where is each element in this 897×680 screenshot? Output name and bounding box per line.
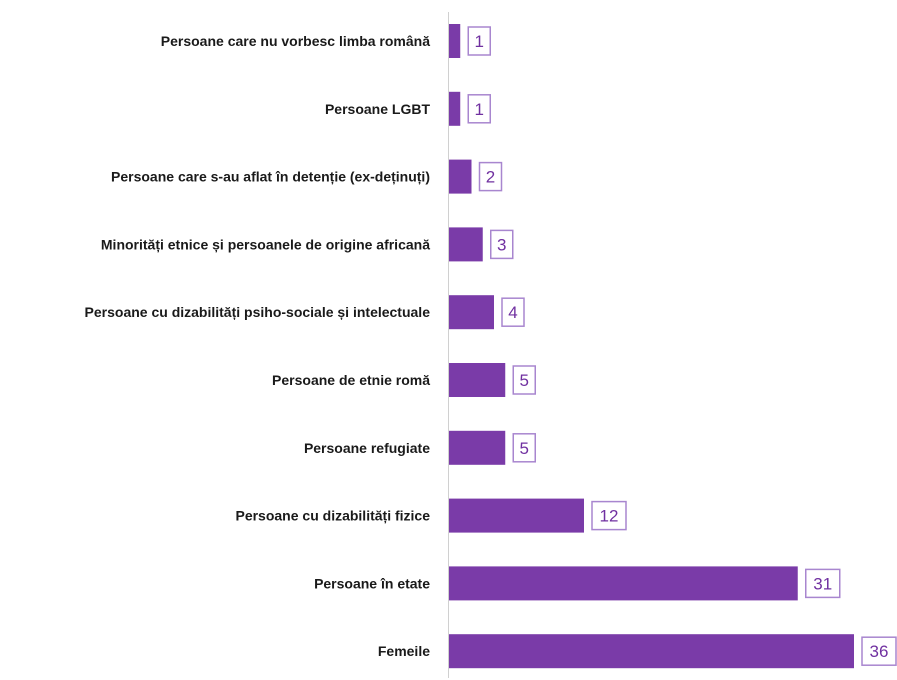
category-label: Persoane de etnie romă — [272, 372, 430, 388]
data-label-box — [490, 229, 514, 260]
bar — [449, 295, 494, 330]
data-label: 31 — [813, 574, 832, 593]
category-label: Persoane LGBT — [325, 101, 430, 117]
data-label: 36 — [870, 642, 889, 661]
data-label-box — [591, 500, 627, 531]
bar — [449, 159, 472, 194]
data-label: 2 — [486, 168, 495, 187]
bar — [449, 24, 461, 58]
data-label: 3 — [497, 235, 506, 254]
bar — [449, 566, 798, 601]
bar-group: Persoane care nu vorbesc limba română 1 Pe… — [85, 24, 897, 669]
data-label-box — [467, 26, 491, 56]
category-label: Persoane care nu vorbesc limba română — [161, 33, 430, 49]
category-label: Persoane cu dizabilități psiho-sociale ș… — [85, 304, 431, 320]
bar — [449, 430, 506, 465]
data-label: 4 — [508, 303, 517, 322]
category-label: Persoane în etate — [314, 575, 430, 591]
data-label: 5 — [520, 371, 529, 390]
data-label: 1 — [475, 100, 484, 119]
data-label-box — [501, 297, 525, 327]
bar — [449, 634, 854, 669]
bar — [449, 227, 483, 262]
data-label-box — [861, 636, 897, 666]
category-label: Persoane refugiate — [304, 440, 430, 456]
data-label-box — [512, 365, 536, 395]
data-label-box — [805, 568, 841, 599]
data-label-box — [467, 94, 491, 124]
category-label: Persoane cu dizabilități fizice — [235, 508, 430, 524]
category-label: Femeile — [378, 643, 430, 659]
data-label-box — [478, 161, 503, 192]
data-label: 12 — [600, 507, 619, 526]
data-label: 1 — [475, 32, 484, 51]
category-label: Minorități etnice și persoanele de origi… — [101, 236, 430, 252]
data-label: 5 — [520, 439, 529, 458]
bar — [449, 363, 506, 397]
category-label: Persoane care s-au aflat în detenție (ex… — [111, 169, 430, 185]
bar — [449, 498, 584, 533]
data-label-box — [512, 433, 536, 463]
bar — [449, 91, 461, 126]
